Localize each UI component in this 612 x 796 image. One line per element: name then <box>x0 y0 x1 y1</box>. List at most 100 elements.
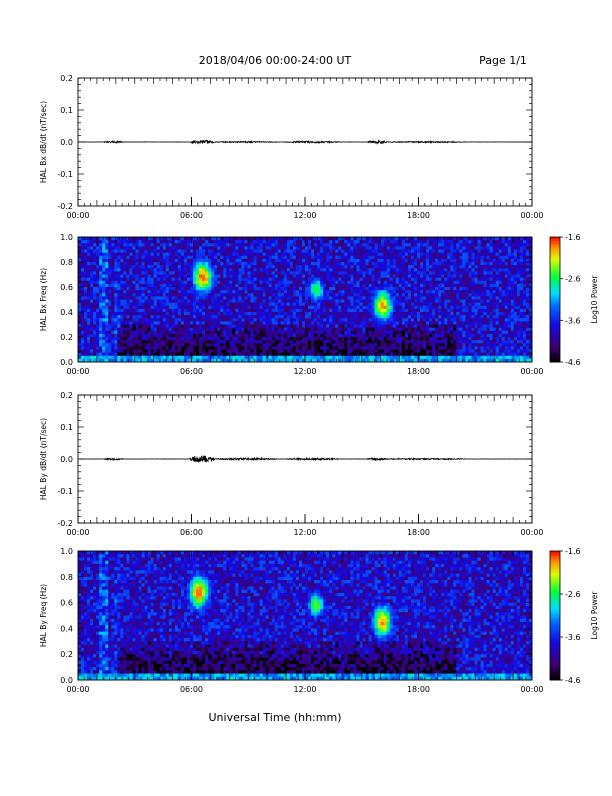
spectrogram-cell <box>254 346 257 350</box>
spectrogram-cell <box>229 265 232 269</box>
spectrogram-cell <box>299 353 302 357</box>
spectrogram-cell <box>275 287 278 291</box>
spectrogram-cell <box>366 246 369 250</box>
spectrogram-cell <box>320 331 323 335</box>
spectrogram-cell <box>260 290 263 294</box>
spectrogram-cell <box>305 337 308 341</box>
spectrogram-cell <box>145 300 148 304</box>
spectrogram-cell <box>226 325 229 329</box>
spectrogram-cell <box>114 353 117 357</box>
spectrogram-cell <box>169 353 172 357</box>
spectrogram-cell <box>320 250 323 254</box>
spectrogram-cell <box>235 296 238 300</box>
spectrogram-cell <box>229 346 232 350</box>
spectrogram-cell <box>290 287 293 291</box>
spectrogram-cell <box>178 318 181 322</box>
spectrogram-cell <box>290 312 293 316</box>
spectrogram-cell <box>193 281 196 285</box>
spectrogram-cell <box>166 246 169 250</box>
spectrogram-cell <box>90 356 93 360</box>
spectrogram-cell <box>105 325 108 329</box>
spectrogram-cell <box>154 265 157 269</box>
spectrogram-cell <box>414 281 417 285</box>
spectrogram-cell <box>326 268 329 272</box>
spectrogram-cell <box>132 256 135 260</box>
spectrogram-cell <box>123 275 126 279</box>
spectrogram-cell <box>260 256 263 260</box>
spectrogram-cell <box>142 262 145 266</box>
spectrogram-cell <box>123 265 126 269</box>
spectrogram-cell <box>275 356 278 360</box>
spectrogram-cell <box>244 318 247 322</box>
spectrogram-cell <box>226 256 229 260</box>
spectrogram-cell <box>111 328 114 332</box>
spectrogram-cell <box>335 309 338 313</box>
spectrogram-cell <box>260 356 263 360</box>
spectrogram-cell <box>420 265 423 269</box>
spectrogram-cell <box>278 281 281 285</box>
spectrogram-cell <box>163 343 166 347</box>
spectrogram-cell <box>142 237 145 241</box>
spectrogram-cell <box>405 262 408 266</box>
spectrogram-cell <box>132 337 135 341</box>
spectrogram-cell <box>199 353 202 357</box>
spectrogram-cell <box>338 259 341 263</box>
spectrogram-cell <box>214 340 217 344</box>
spectrogram-cell <box>411 303 414 307</box>
spectrogram-cell <box>193 262 196 266</box>
spectrogram-cell <box>87 256 90 260</box>
spectrogram-cell <box>284 268 287 272</box>
spectrogram-cell <box>129 287 132 291</box>
spectrogram-cell <box>323 246 326 250</box>
spectrogram-cell <box>172 303 175 307</box>
spectrogram-cell <box>272 256 275 260</box>
spectrogram-cell <box>393 271 396 275</box>
spectrogram-cell <box>184 343 187 347</box>
spectrogram-cell <box>372 243 375 247</box>
spectrogram-cell <box>278 278 281 282</box>
spectrogram-cell <box>172 318 175 322</box>
spectrogram-cell <box>435 296 438 300</box>
spectrogram-cell <box>126 243 129 247</box>
spectrogram-cell <box>408 331 411 335</box>
spectrogram-cell <box>105 246 108 250</box>
spectrogram-cell <box>175 290 178 294</box>
spectrogram-cell <box>139 321 142 325</box>
spectrogram-cell <box>123 340 126 344</box>
spectrogram-cell <box>432 321 435 325</box>
spectrogram-cell <box>172 281 175 285</box>
spectrogram-cell <box>293 315 296 319</box>
spectrogram-cell <box>269 250 272 254</box>
spectrogram-cell <box>293 278 296 282</box>
spectrogram-cell <box>399 309 402 313</box>
spectrogram-cell <box>293 296 296 300</box>
spectrogram-cell <box>305 334 308 338</box>
spectrogram-cell <box>363 353 366 357</box>
spectrogram-cell <box>148 343 151 347</box>
spectrogram-cell <box>350 287 353 291</box>
spectrogram-cell <box>87 265 90 269</box>
spectrogram-cell <box>269 331 272 335</box>
y-tick-label: -0.1 <box>57 170 73 179</box>
spectrogram-cell <box>120 328 123 332</box>
spectrogram-cell <box>353 278 356 282</box>
spectrogram-cell <box>402 340 405 344</box>
spectrogram-cell <box>238 325 241 329</box>
spectrogram-cell <box>257 246 260 250</box>
spectrogram-cell <box>232 265 235 269</box>
spectrogram-cell <box>157 325 160 329</box>
spectrogram-cell <box>232 253 235 257</box>
spectrogram-cell <box>281 315 284 319</box>
spectrogram-cell <box>284 309 287 313</box>
spectrogram-cell <box>93 309 96 313</box>
spectrogram-cell <box>151 262 154 266</box>
spectrogram-cell <box>220 246 223 250</box>
spectrogram-cell <box>311 340 314 344</box>
spectrogram-cell <box>154 287 157 291</box>
spectrogram-cell <box>402 253 405 257</box>
spectrogram-cell <box>284 321 287 325</box>
spectrogram-cell <box>226 271 229 275</box>
spectrogram-cell <box>356 296 359 300</box>
spectrogram-cell <box>217 268 220 272</box>
spectrogram-cell <box>166 296 169 300</box>
